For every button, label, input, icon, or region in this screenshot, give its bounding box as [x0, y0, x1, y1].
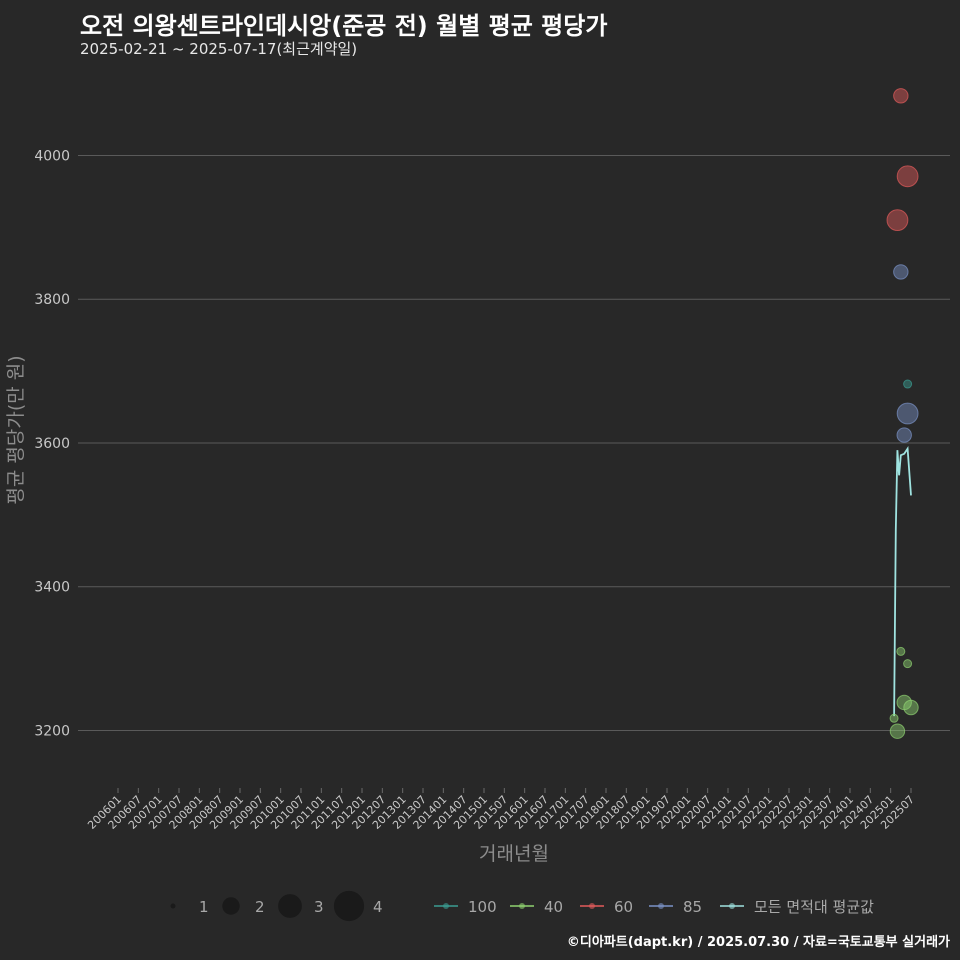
size-legend: 1 2 3 4 — [170, 890, 383, 922]
chart-title: 오전 의왕센트라인데시앙(준공 전) 월별 평균 평당가 — [80, 12, 608, 40]
y-tick-label: 4000 — [34, 148, 70, 164]
size-legend-key — [222, 897, 240, 915]
size-legend-label: 2 — [255, 898, 265, 916]
series-legend-label: 40 — [544, 898, 563, 916]
size-legend-key — [333, 890, 365, 922]
y-axis-ticks: 3200 3400 3600 3800 4000 — [34, 148, 70, 739]
size-legend-label: 1 — [199, 898, 209, 916]
data-point-85 — [896, 402, 919, 425]
grid-lines — [78, 154, 950, 731]
series-legend-dot — [589, 903, 595, 909]
data-point-100 — [903, 379, 913, 389]
data-point-40 — [903, 699, 919, 716]
series-legend-label: 모든 면적대 평균값 — [754, 898, 874, 916]
series-legend-dot — [658, 903, 664, 909]
series-legend-dot — [443, 903, 449, 909]
series-legend-label: 60 — [614, 898, 633, 916]
y-tick-label: 3400 — [34, 580, 70, 596]
data-point-40 — [896, 646, 906, 656]
average-line — [893, 446, 912, 717]
data-point-40 — [903, 659, 913, 669]
series-legend-label: 100 — [468, 898, 497, 916]
data-point-40 — [889, 713, 899, 723]
footer-credit: ©디아파트(dapt.kr) / 2025.07.30 / 자료=국토교통부 실… — [566, 935, 950, 950]
data-point-85 — [896, 427, 912, 443]
y-tick-label: 3200 — [34, 723, 70, 739]
size-legend-label: 4 — [373, 898, 383, 916]
series-legend-dot — [729, 903, 735, 909]
average-line-layer — [893, 446, 912, 717]
size-legend-key — [278, 894, 302, 918]
y-axis-title: 평균 평당가(만 원) — [5, 355, 27, 504]
size-legend-label: 3 — [314, 898, 324, 916]
y-tick-label: 3600 — [34, 436, 70, 452]
series-legend-dot — [519, 903, 525, 909]
chart-subtitle: 2025-02-21 ~ 2025-07-17(최근계약일) — [80, 40, 358, 58]
data-point-40 — [889, 723, 906, 739]
data-point-85 — [893, 264, 909, 280]
series-legend-label: 85 — [683, 898, 702, 916]
x-axis-title: 거래년월 — [479, 843, 549, 865]
data-point-60 — [886, 209, 909, 232]
x-axis-ticks: 2006012006072007012007072008012008072009… — [85, 788, 917, 832]
y-tick-label: 3800 — [34, 292, 70, 308]
data-point-60 — [896, 165, 919, 188]
data-points-layer — [886, 88, 919, 739]
series-legend: 100 40 60 85 모든 면적대 평균값 — [434, 898, 874, 916]
data-point-60 — [893, 88, 909, 104]
size-legend-key — [170, 903, 176, 909]
